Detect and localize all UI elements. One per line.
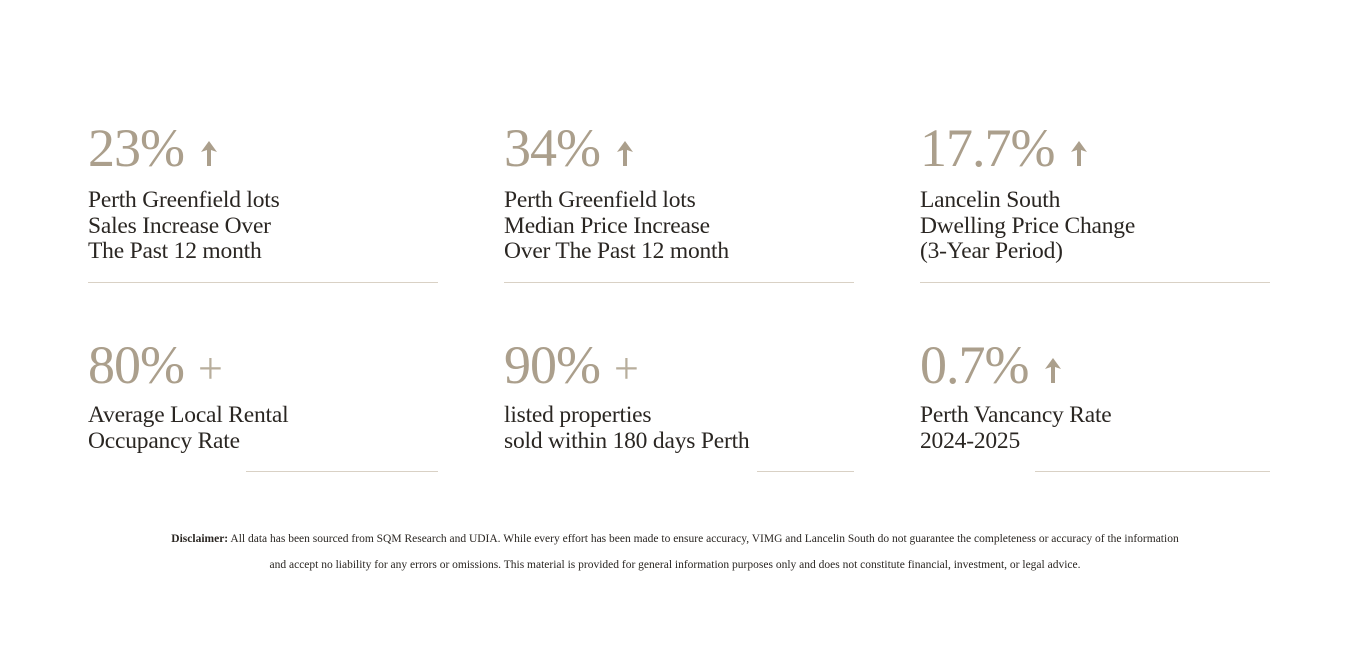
stat-value: 80% xyxy=(88,335,185,395)
divider xyxy=(88,282,438,283)
arrow-up-icon xyxy=(198,119,220,179)
arrow-up-icon xyxy=(1042,336,1064,396)
stat-value: 23% xyxy=(88,118,185,178)
stat-value-row: 23% xyxy=(88,118,220,178)
disclaimer-heading: Disclaimer: xyxy=(171,533,229,545)
stat-label: 2024-2025 xyxy=(920,427,1021,454)
divider xyxy=(920,282,1270,283)
stat-label: Average Local Rental xyxy=(88,402,289,428)
stat-label: Median Price Increase xyxy=(504,212,710,239)
stat-value: 34% xyxy=(504,118,601,178)
stat-label: Perth Greenfield lots xyxy=(88,187,280,213)
stat-value: 17.7% xyxy=(920,118,1055,178)
stat-label: listed properties xyxy=(504,402,652,428)
disclaimer-text: All data has been sourced from SQM Resea… xyxy=(230,533,1179,545)
stat-value-row: 34% xyxy=(504,118,636,178)
divider xyxy=(757,471,854,472)
divider xyxy=(1035,471,1270,472)
stat-value-row: 80% + xyxy=(88,335,223,395)
stat-value: 0.7% xyxy=(920,335,1029,395)
divider xyxy=(504,282,854,283)
stat-label: Perth Greenfield lots xyxy=(504,187,696,213)
stat-label: Over The Past 12 month xyxy=(504,238,729,264)
divider xyxy=(246,471,438,472)
stat-value-row: 90% + xyxy=(504,335,639,395)
stat-label: Perth Vancancy Rate xyxy=(920,402,1112,428)
disclaimer-text: and accept no liability for any errors o… xyxy=(269,559,1081,571)
stat-label: The Past 12 month xyxy=(88,238,262,264)
stat-value: 90% xyxy=(504,335,601,395)
arrow-up-icon xyxy=(1068,119,1090,179)
stat-label: Lancelin South xyxy=(920,187,1061,213)
stat-suffix: + xyxy=(613,344,639,393)
stat-value-row: 0.7% xyxy=(920,335,1064,395)
stat-label: (3-Year Period) xyxy=(920,238,1063,264)
disclaimer-line: Disclaimer: All data has been sourced fr… xyxy=(0,533,1350,545)
stat-label: Occupancy Rate xyxy=(88,427,240,454)
stat-label: Sales Increase Over xyxy=(88,212,271,239)
stat-value-row: 17.7% xyxy=(920,118,1090,178)
stat-label: Dwelling Price Change xyxy=(920,212,1136,239)
stat-label: sold within 180 days Perth xyxy=(504,427,750,454)
arrow-up-icon xyxy=(614,119,636,179)
stat-suffix: + xyxy=(197,344,223,393)
